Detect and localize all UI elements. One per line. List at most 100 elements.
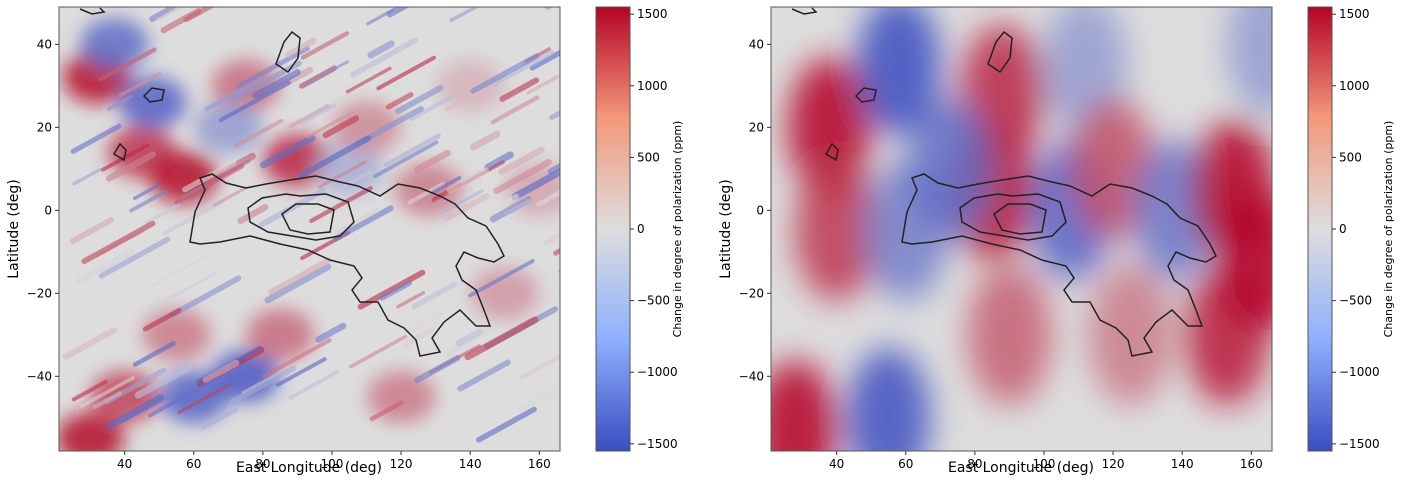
heatmap-streak [304, 60, 350, 87]
heatmap-streak [275, 357, 327, 387]
y-tick-label: 0 [756, 203, 764, 217]
x-tick-label: 140 [1171, 457, 1194, 471]
heatmap-streak [350, 37, 419, 78]
heatmap-streak [431, 176, 462, 194]
heatmap-blob [771, 360, 838, 451]
left-colorbar: −1500 −1000 −500 0 500 1000 1500 Change in deg… [595, 6, 684, 452]
heatmap-streak [309, 186, 373, 224]
heatmap-streak [345, 66, 392, 94]
y-tick-label: 20 [749, 120, 764, 134]
x-tick-label: 120 [390, 457, 413, 471]
heatmap-streak [306, 110, 355, 139]
heatmap-streak [498, 146, 545, 176]
heatmap-streak [70, 123, 122, 154]
colorbar-tick-label: 0 [637, 222, 645, 236]
heatmap-streak [414, 355, 461, 384]
left-heatmap [59, 7, 560, 451]
heatmap-streak [449, 7, 480, 23]
right-coastline-island-small [824, 142, 839, 162]
heatmap-streak [366, 8, 396, 26]
left-coastline-island-north [275, 30, 301, 74]
colorbar-tick-label: −1500 [1339, 437, 1380, 451]
heatmap-streak [468, 259, 535, 298]
heatmap-blob [1219, 190, 1272, 331]
heatmap-streak [204, 75, 266, 112]
heatmap-streak [98, 236, 171, 279]
heatmap-blob [1088, 264, 1173, 405]
heatmap-streak [490, 95, 540, 125]
heatmap-streak [357, 269, 426, 310]
heatmap-streak [284, 37, 317, 59]
heatmap-streak [525, 75, 560, 95]
y-tick-label: 20 [37, 120, 52, 134]
colorbar-tick-label: 1000 [1339, 79, 1370, 93]
heatmap-blob [80, 18, 149, 71]
right-coastline-island-ring [854, 87, 877, 103]
heatmap-streak [315, 322, 347, 343]
heatmap-streak [147, 271, 218, 312]
right-coastline-island-north [987, 30, 1013, 74]
heatmap-streak [134, 363, 194, 399]
heatmap-streak [62, 327, 117, 360]
heatmap-blob [967, 264, 1052, 405]
x-tick-label: 40 [117, 457, 132, 471]
heatmap-streak [470, 53, 540, 94]
left-map-panel: 40 60 80 100 120 140 160 −40 −20 0 20 40 East Long… [6, 6, 561, 476]
colorbar-tick-label: −1000 [1339, 365, 1380, 379]
right-colorbar-gradient [1307, 6, 1333, 452]
colorbar-tick-label: −1000 [637, 365, 678, 379]
colorbar-tick-label: 1500 [1339, 7, 1370, 21]
y-tick-label: 0 [44, 203, 52, 217]
y-tick-label: −20 [27, 286, 52, 300]
heatmap-streak [544, 7, 554, 10]
heatmap-streak [202, 359, 240, 384]
heatmap-streak [407, 181, 446, 205]
heatmap-streak [182, 159, 237, 193]
heatmap-streak [106, 94, 133, 111]
right-coastline-inner [959, 193, 1067, 241]
heatmap-streak [396, 291, 426, 309]
colorbar-tick-label: −500 [1339, 294, 1372, 308]
heatmap-streak [348, 334, 408, 369]
left-plot-frame [58, 6, 561, 452]
heatmap-streak [469, 130, 501, 151]
right-y-axis: −40 −20 0 20 40 [739, 37, 771, 383]
heatmap-streak [519, 353, 560, 380]
heatmap-streak [200, 407, 239, 431]
heatmap-streak [493, 159, 552, 195]
colorbar-tick-label: −500 [637, 294, 670, 308]
heatmap-streak [174, 164, 245, 205]
heatmap-streak [457, 359, 511, 392]
right-coastline-core [993, 203, 1047, 235]
heatmap-streak [258, 187, 327, 228]
left-coastline-inner [247, 193, 355, 241]
heatmap-streak [386, 7, 410, 18]
heatmap-streak [511, 167, 560, 201]
heatmap-streak [444, 193, 490, 222]
colorbar-tick-label: −1500 [637, 437, 678, 451]
heatmap-streak [484, 151, 514, 171]
heatmap-streak [543, 232, 560, 246]
heatmap-streak [106, 151, 156, 182]
x-tick-label: 120 [1102, 457, 1125, 471]
heatmap-streak [298, 102, 337, 126]
x-tick-label: 60 [186, 457, 201, 471]
right-coastline [791, 7, 1217, 357]
heatmap-streak [69, 217, 114, 244]
right-colorbar-ticks: −1500 −1000 −500 0 500 1000 1500 [1332, 7, 1380, 451]
heatmap-streak [144, 203, 181, 225]
left-x-axis-label: East Longitude (deg) [236, 460, 382, 476]
heatmap-streak [476, 406, 537, 443]
heatmap-streak [492, 193, 520, 212]
right-plot-frame [770, 6, 1273, 452]
heatmap-streak [395, 85, 444, 115]
heatmap-streak [149, 7, 176, 22]
left-colorbar-gradient [595, 6, 631, 452]
heatmap-streak [322, 115, 360, 139]
right-heatmap [771, 7, 1272, 451]
heatmap-streak [132, 341, 176, 367]
heatmap-blob [846, 347, 931, 451]
left-coastline-core [281, 203, 335, 235]
heatmap-streak [81, 220, 156, 265]
heatmap-streak [376, 55, 436, 91]
